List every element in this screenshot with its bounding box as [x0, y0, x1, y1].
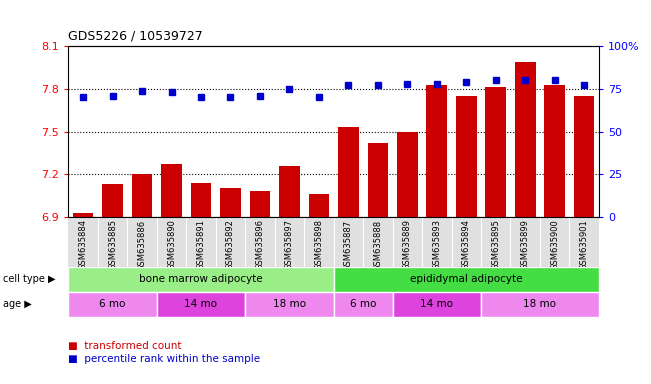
Bar — [368, 143, 388, 217]
Text: GSM635884: GSM635884 — [79, 220, 88, 270]
Text: GSM635896: GSM635896 — [255, 220, 264, 270]
Text: GSM635899: GSM635899 — [521, 220, 530, 270]
Text: GSM635886: GSM635886 — [137, 220, 146, 271]
Bar — [132, 174, 152, 217]
Bar — [397, 131, 418, 217]
Text: cell type ▶: cell type ▶ — [3, 274, 56, 285]
Bar — [73, 213, 93, 217]
Bar — [161, 164, 182, 217]
Text: ■  transformed count: ■ transformed count — [68, 341, 182, 351]
Text: 18 mo: 18 mo — [523, 299, 557, 310]
Bar — [309, 194, 329, 217]
Bar — [249, 191, 270, 217]
Text: GSM635895: GSM635895 — [492, 220, 500, 270]
Bar — [515, 62, 536, 217]
Text: ■  percentile rank within the sample: ■ percentile rank within the sample — [68, 354, 260, 364]
Text: GSM635900: GSM635900 — [550, 220, 559, 270]
Bar — [338, 127, 359, 217]
Text: GSM635898: GSM635898 — [314, 220, 324, 270]
Bar — [456, 96, 477, 217]
Bar — [102, 184, 123, 217]
Text: GSM635889: GSM635889 — [403, 220, 412, 270]
Bar — [68, 267, 334, 292]
Bar — [426, 84, 447, 217]
Bar — [279, 166, 299, 217]
Bar — [245, 292, 334, 317]
Bar — [334, 267, 599, 292]
Text: GSM635892: GSM635892 — [226, 220, 235, 270]
Text: 14 mo: 14 mo — [184, 299, 217, 310]
Text: 6 mo: 6 mo — [350, 299, 376, 310]
Text: GSM635897: GSM635897 — [285, 220, 294, 270]
Text: GSM635894: GSM635894 — [462, 220, 471, 270]
Text: 18 mo: 18 mo — [273, 299, 306, 310]
Bar — [157, 292, 245, 317]
Text: GSM635888: GSM635888 — [374, 220, 382, 271]
Text: GSM635893: GSM635893 — [432, 220, 441, 270]
Text: GSM635887: GSM635887 — [344, 220, 353, 271]
Bar — [191, 183, 212, 217]
Bar — [393, 292, 481, 317]
Bar — [220, 189, 241, 217]
Text: GDS5226 / 10539727: GDS5226 / 10539727 — [68, 29, 203, 42]
Bar — [481, 292, 599, 317]
Text: GSM635891: GSM635891 — [197, 220, 206, 270]
Text: age ▶: age ▶ — [3, 299, 32, 310]
Bar — [574, 96, 594, 217]
Bar — [486, 88, 506, 217]
Text: GSM635901: GSM635901 — [579, 220, 589, 270]
Bar — [544, 84, 565, 217]
Text: 6 mo: 6 mo — [100, 299, 126, 310]
Text: GSM635890: GSM635890 — [167, 220, 176, 270]
Text: 14 mo: 14 mo — [421, 299, 453, 310]
Text: GSM635885: GSM635885 — [108, 220, 117, 270]
Text: bone marrow adipocyte: bone marrow adipocyte — [139, 274, 263, 285]
Bar — [68, 292, 157, 317]
Text: epididymal adipocyte: epididymal adipocyte — [410, 274, 523, 285]
Bar — [334, 292, 393, 317]
